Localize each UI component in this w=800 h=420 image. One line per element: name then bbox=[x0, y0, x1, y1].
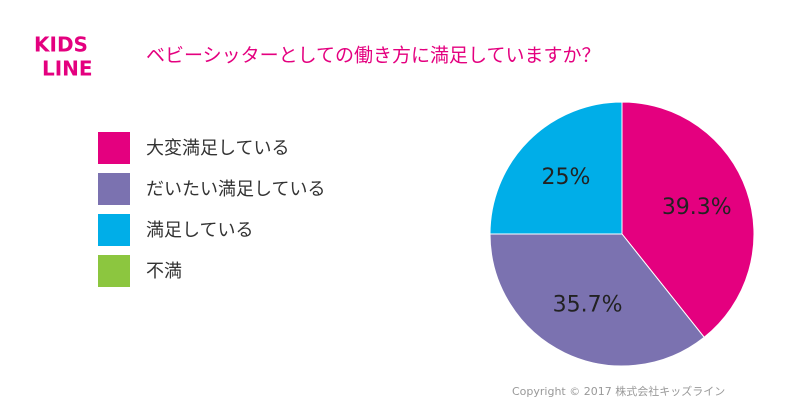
chart-title: ベビーシッターとしての働き方に満足していますか？ bbox=[146, 45, 600, 67]
pie-slice bbox=[489, 101, 623, 235]
logo-bottom: LINE bbox=[42, 57, 93, 81]
slice-label: 39.3% bbox=[662, 195, 732, 220]
legend-label: だいたい満足している bbox=[146, 179, 325, 200]
legend-label: 不満 bbox=[146, 261, 182, 282]
pie-slice bbox=[489, 233, 705, 367]
slice-label: 35.7% bbox=[553, 292, 623, 317]
legend-label: 大変満足している bbox=[146, 138, 289, 159]
slice-label: 25% bbox=[542, 165, 591, 190]
legend-swatch bbox=[98, 255, 130, 287]
pie-slice bbox=[621, 101, 755, 338]
legend-swatch bbox=[98, 132, 130, 164]
legend-swatch bbox=[98, 214, 130, 246]
logo-top: KIDS bbox=[34, 33, 88, 57]
footer: Copyright © 2017 株式会社キッズライン bbox=[512, 384, 725, 398]
legend-swatch bbox=[98, 173, 130, 205]
legend-label: 満足している bbox=[146, 220, 253, 241]
